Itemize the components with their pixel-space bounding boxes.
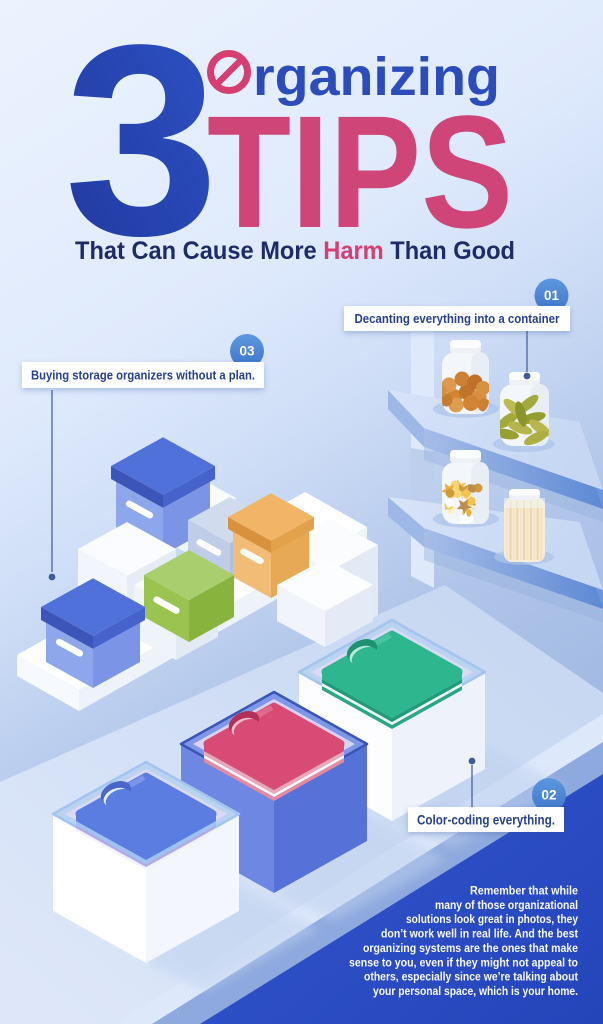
svg-text:don’t work well in real life.: don’t work well in real life. And the be… (381, 927, 578, 941)
svg-text:03: 03 (239, 344, 255, 359)
svg-text:organizing systems are the one: organizing systems are the ones that mak… (363, 941, 578, 955)
svg-text:Decanting everything into a co: Decanting everything into a container (355, 312, 560, 326)
svg-text:rganizing: rganizing (253, 47, 500, 107)
svg-text:TIPS: TIPS (207, 82, 513, 261)
svg-text:many of those organizational: many of those organizational (435, 898, 578, 912)
svg-text:Buying storage organizers with: Buying storage organizers without a plan… (31, 369, 255, 383)
svg-text:Remember that while: Remember that while (470, 884, 578, 898)
svg-text:3: 3 (64, 0, 219, 292)
svg-text:others, especially since we’re: others, especially since we’re talking a… (364, 970, 578, 984)
svg-text:sense to you, even if they mig: sense to you, even if they might not app… (349, 955, 578, 969)
svg-text:your personal space, which is: your personal space, which is your home. (373, 984, 578, 998)
svg-text:solutions look great in photos: solutions look great in photos, they (406, 912, 578, 926)
svg-text:01: 01 (544, 288, 560, 303)
svg-text:That Can Cause More Harm Than: That Can Cause More Harm Than Good (75, 237, 515, 265)
svg-text:Color-coding everything.: Color-coding everything. (417, 812, 555, 827)
svg-text:02: 02 (541, 788, 556, 803)
